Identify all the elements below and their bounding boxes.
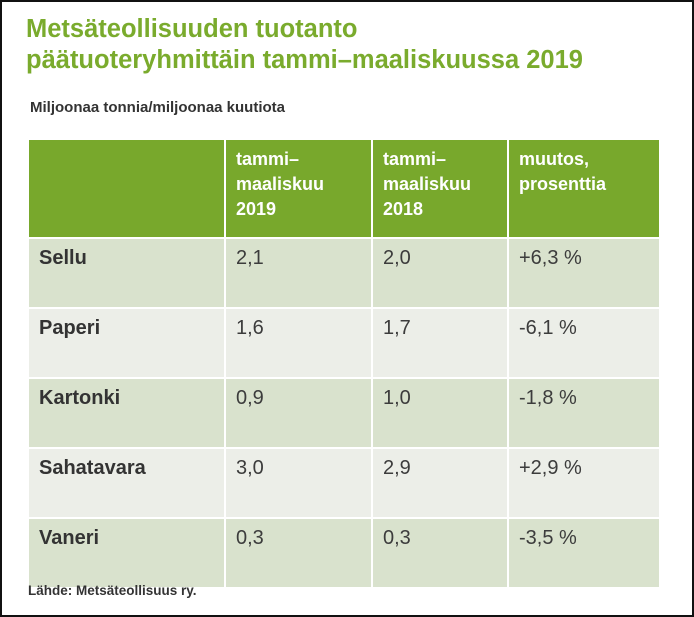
header-change-label: muutos, prosenttia: [519, 149, 607, 194]
source-note: Lähde: Metsäteollisuus ry.: [28, 583, 197, 598]
cell-value-2019: 0,3: [224, 517, 373, 589]
cell-value-2019: 1,6: [224, 307, 373, 379]
cell-value-2018: 0,3: [371, 517, 509, 589]
table-row: Sellu 2,1 2,0 +6,3 %: [27, 237, 661, 309]
table-row: Paperi 1,6 1,7 -6,1 %: [27, 307, 661, 379]
header-2019-label: tammi– maaliskuu 2019: [236, 149, 325, 219]
title-line-2: päätuoteryhmittäin tammi–maaliskuussa 20…: [26, 46, 583, 74]
header-2018-label: tammi– maaliskuu 2018: [383, 149, 472, 219]
chart-subtitle: Miljoonaa tonnia/miljoonaa kuutiota: [30, 99, 286, 116]
header-row: tammi– maaliskuu 2019 tammi– maaliskuu 2018 …: [27, 138, 661, 239]
title-line-1: Metsäteollisuuden tuotanto: [26, 15, 358, 43]
header-cell-2018: tammi– maaliskuu 2018: [371, 138, 509, 239]
cell-value-2018: 2,0: [371, 237, 509, 309]
cell-value-2018: 2,9: [371, 447, 509, 519]
header-cell-2019: tammi– maaliskuu 2019: [224, 138, 373, 239]
cell-change: -3,5 %: [507, 517, 661, 589]
table-row: Kartonki 0,9 1,0 -1,8 %: [27, 377, 661, 449]
cell-change: +6,3 %: [507, 237, 661, 309]
cell-label: Sellu: [27, 237, 226, 309]
table-row: Vaneri 0,3 0,3 -3,5 %: [27, 517, 661, 589]
table-row: Sahatavara 3,0 2,9 +2,9 %: [27, 447, 661, 519]
cell-label: Paperi: [27, 307, 226, 379]
cell-value-2019: 2,1: [224, 237, 373, 309]
production-table: tammi– maaliskuu 2019 tammi– maaliskuu 2018 …: [27, 138, 661, 589]
cell-change: -6,1 %: [507, 307, 661, 379]
cell-value-2019: 0,9: [224, 377, 373, 449]
cell-label: Kartonki: [27, 377, 226, 449]
cell-value-2018: 1,7: [371, 307, 509, 379]
cell-label: Vaneri: [27, 517, 226, 589]
table-body: Sellu 2,1 2,0 +6,3 % Paperi 1,6 1,7 -6,1 % Karto…: [27, 237, 661, 589]
cell-change: -1,8 %: [507, 377, 661, 449]
cell-change: +2,9 %: [507, 447, 661, 519]
cell-value-2019: 3,0: [224, 447, 373, 519]
header-cell-change: muutos, prosenttia: [507, 138, 661, 239]
header-cell-empty: [27, 138, 226, 239]
chart-title: Metsäteollisuuden tuotanto päätuoteryhmi…: [26, 14, 676, 76]
cell-value-2018: 1,0: [371, 377, 509, 449]
cell-label: Sahatavara: [27, 447, 226, 519]
